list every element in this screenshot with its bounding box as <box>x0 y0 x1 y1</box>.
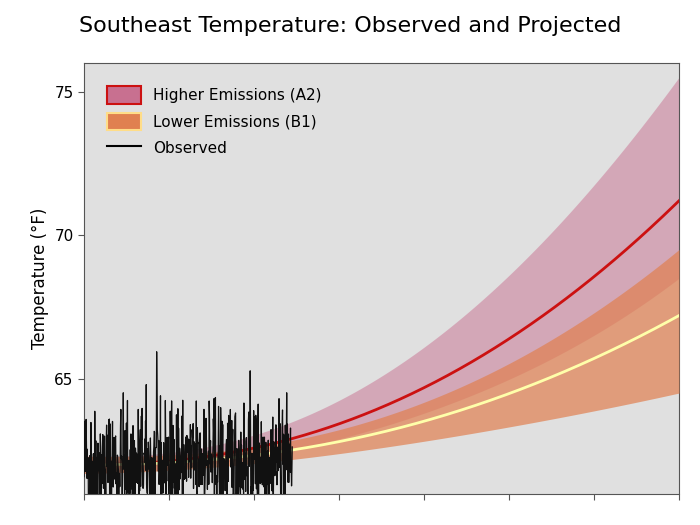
Y-axis label: Temperature (°F): Temperature (°F) <box>31 207 49 349</box>
Legend: Higher Emissions (A2), Lower Emissions (B1), Observed: Higher Emissions (A2), Lower Emissions (… <box>92 71 337 173</box>
Text: Southeast Temperature: Observed and Projected: Southeast Temperature: Observed and Proj… <box>79 16 621 36</box>
